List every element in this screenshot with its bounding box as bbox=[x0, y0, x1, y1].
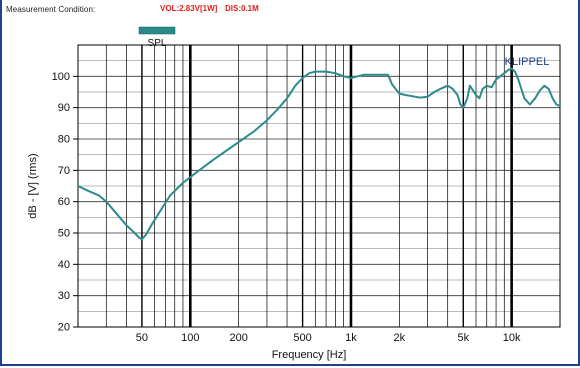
y-tick-label: 40 bbox=[58, 259, 70, 271]
x-tick-label: 50 bbox=[136, 332, 148, 344]
voltage-value: VOL:2.83V[1W] bbox=[160, 4, 218, 13]
x-tick-label: 200 bbox=[229, 332, 247, 344]
spl-series-line bbox=[77, 67, 561, 241]
y-axis-label: dB - [V] (rms) bbox=[27, 153, 39, 218]
legend-swatch bbox=[138, 26, 176, 35]
y-tick-label: 50 bbox=[58, 228, 70, 240]
measurement-condition-label: Measurement Condition: bbox=[6, 5, 96, 14]
x-tick-label: 2k bbox=[394, 332, 406, 344]
x-tick-label: 10k bbox=[503, 332, 521, 344]
y-tick-label: 100 bbox=[52, 71, 70, 83]
y-tick-label: 60 bbox=[58, 196, 70, 208]
y-tick-label: 90 bbox=[58, 102, 70, 114]
x-tick-label: 1k bbox=[345, 332, 357, 344]
distance-value: DIS:0.1M bbox=[225, 4, 259, 13]
y-tick-label: 20 bbox=[58, 322, 70, 334]
x-axis-label: Frequency [Hz] bbox=[272, 349, 347, 361]
y-tick-label: 70 bbox=[58, 165, 70, 177]
x-tick-label: 500 bbox=[293, 332, 311, 344]
legend-label: SPL bbox=[148, 38, 167, 49]
x-tick-label: 100 bbox=[181, 332, 199, 344]
y-tick-label: 80 bbox=[58, 134, 70, 146]
y-tick-label: 30 bbox=[58, 290, 70, 302]
x-tick-label: 5k bbox=[457, 332, 469, 344]
brand-label: KLIPPEL bbox=[505, 56, 550, 68]
